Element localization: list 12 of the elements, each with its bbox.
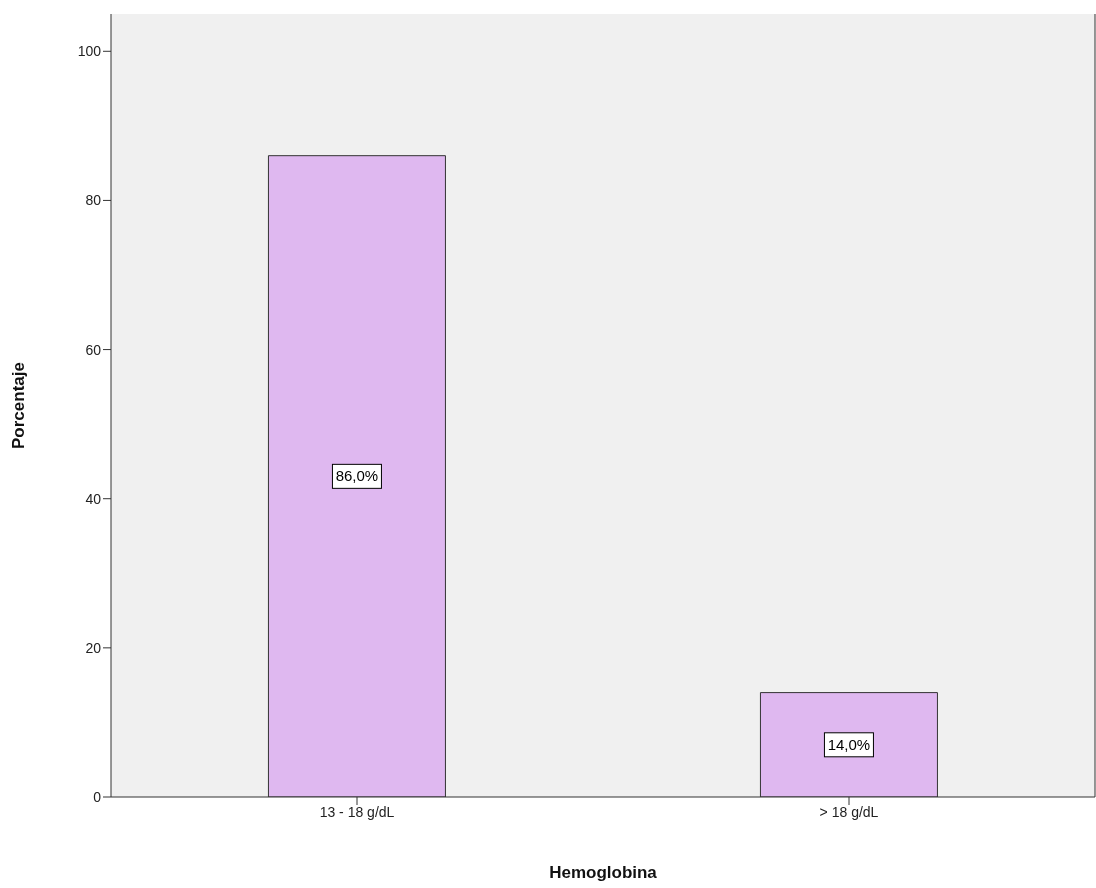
y-tick-label: 40 [85,490,102,507]
x-tick-label: > 18 g/dL [819,803,879,820]
y-tick-label: 80 [85,192,102,209]
y-tick-label: 100 [77,43,102,60]
data-label: 14,0% [827,735,871,753]
x-tick-label: 13 - 18 g/dL [319,803,395,820]
y-tick-label: 20 [85,639,102,656]
x-axis-title: Hemoglobina [549,863,658,882]
data-label: 86,0% [335,467,379,485]
y-tick-label: 0 [93,788,102,805]
y-tick-label: 60 [85,341,102,358]
y-axis-title: Porcentaje [9,362,29,449]
